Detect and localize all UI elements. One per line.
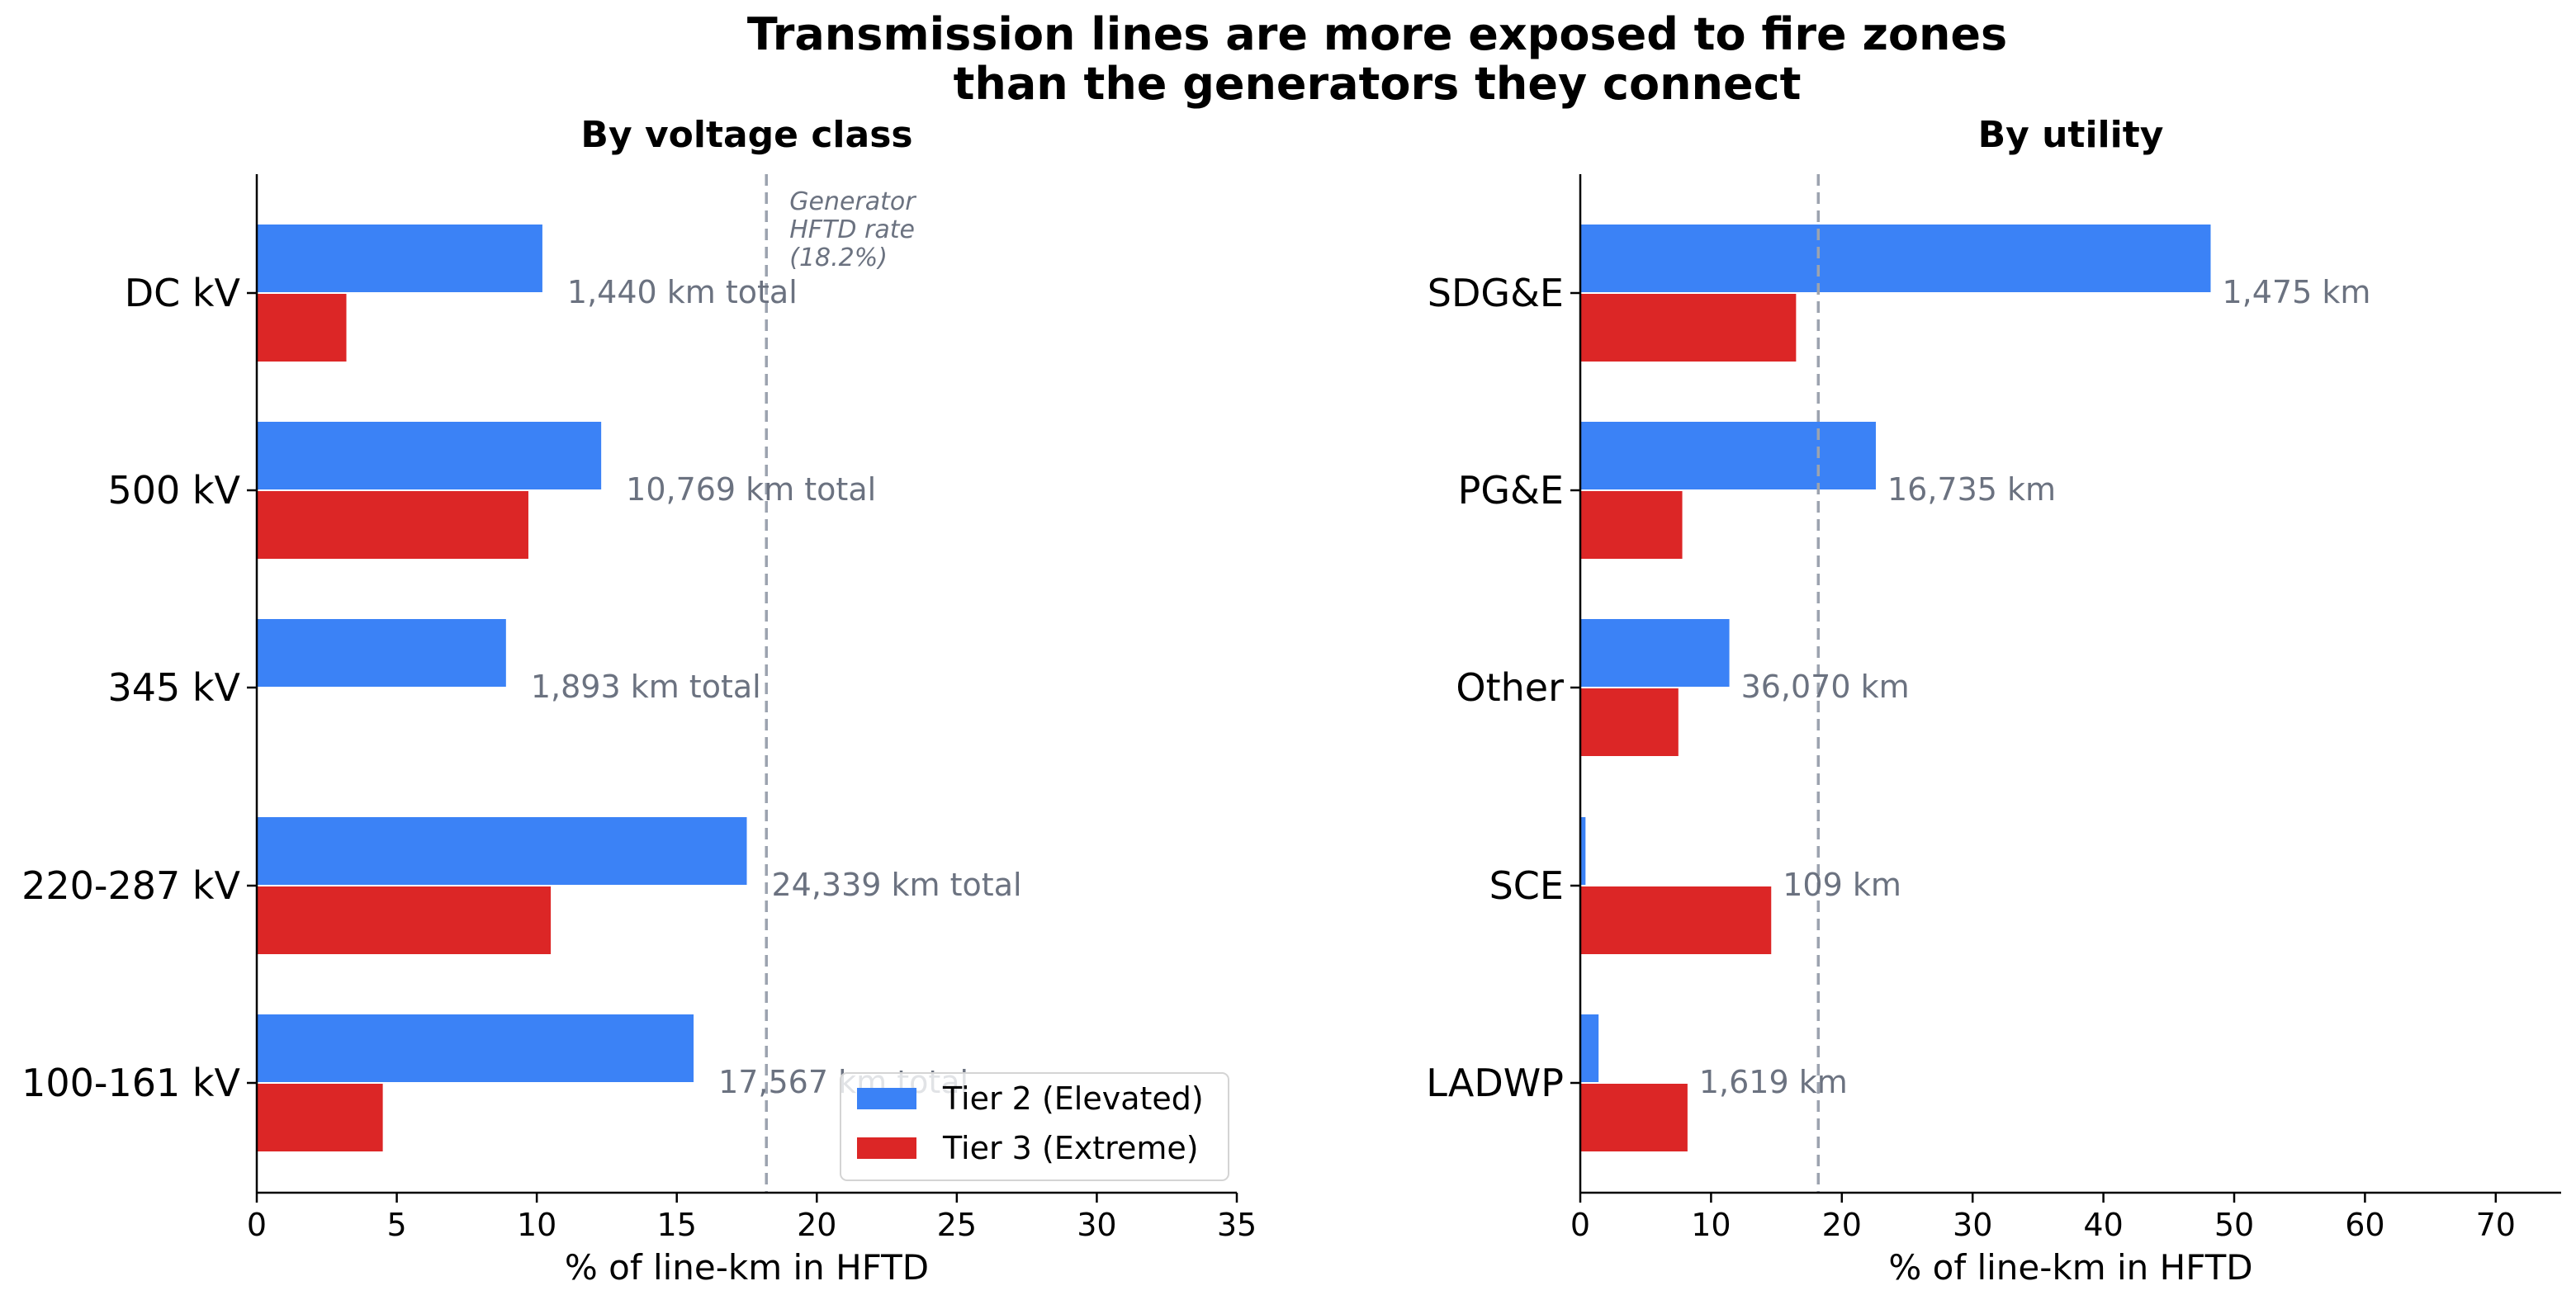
bar-tier-2 (257, 1014, 694, 1082)
x-tick-label: 30 (1953, 1207, 1992, 1243)
bar-tier-2 (1580, 817, 1586, 885)
category-label: 220-287 kV (21, 863, 240, 908)
utility-panel: By utility 1,475 km 16,735 km 36,070 km 109 … (1426, 114, 2561, 1288)
category-label: 500 kV (107, 468, 240, 513)
figure-title-line-1: Transmission lines are more exposed to f… (747, 8, 2007, 60)
category-label: 345 kV (107, 665, 240, 710)
bar-total-annotation: 16,735 km (1887, 471, 2056, 508)
category-label: DC kV (125, 271, 241, 315)
legend: Tier 2 (Elevated) Tier 3 (Extreme) (840, 1072, 1229, 1181)
bar-tier-2 (1580, 225, 2211, 292)
bar-tier-3 (257, 491, 528, 559)
x-tick-label: 50 (2214, 1207, 2254, 1243)
x-tick-label: 10 (1691, 1207, 1731, 1243)
x-tick-label: 15 (657, 1207, 697, 1243)
category-label: PG&E (1458, 468, 1564, 513)
bar-tier-2 (257, 225, 542, 292)
utility-x-axis-label: % of line-km in HFTD (1888, 1247, 2252, 1288)
bar-tier-3 (257, 886, 552, 954)
bar-tier-2 (257, 619, 506, 687)
bar-total-annotation: 1,440 km total (567, 274, 798, 310)
legend-swatch-tier-2 (857, 1088, 916, 1109)
voltage-x-axis-label: % of line-km in HFTD (565, 1247, 929, 1288)
x-tick-label: 10 (517, 1207, 556, 1243)
x-tick-label: 25 (937, 1207, 977, 1243)
bar-total-annotation: 109 km (1783, 867, 1901, 903)
utility-panel-title: By utility (1978, 114, 2164, 156)
generator-rate-note: (18.2%) (789, 243, 888, 272)
generator-rate-note: HFTD rate (789, 215, 915, 244)
bar-tier-2 (1580, 422, 1876, 489)
voltage-panel-title: By voltage class (580, 114, 912, 156)
bar-tier-3 (1580, 1084, 1688, 1151)
category-label: Other (1456, 665, 1564, 710)
bar-tier-3 (1580, 491, 1683, 559)
x-tick-label: 0 (247, 1207, 267, 1243)
bar-total-annotation: 10,769 km total (626, 471, 876, 508)
bar-tier-2 (257, 817, 747, 885)
x-tick-label: 5 (386, 1207, 406, 1243)
bar-total-annotation: 36,070 km (1741, 669, 1910, 705)
category-label: SCE (1489, 863, 1564, 908)
bar-tier-2 (257, 422, 602, 489)
x-tick-label: 60 (2345, 1207, 2384, 1243)
x-tick-label: 40 (2083, 1207, 2123, 1243)
bar-tier-3 (1580, 886, 1772, 954)
x-tick-label: 20 (1822, 1207, 1862, 1243)
bar-tier-3 (1580, 688, 1679, 756)
category-label: LADWP (1426, 1061, 1564, 1105)
legend-swatch-tier-3 (857, 1137, 916, 1159)
bar-total-annotation: 1,893 km total (531, 669, 761, 705)
legend-label-tier-2: Tier 2 (Elevated) (942, 1080, 1204, 1117)
generator-rate-note: Generator (789, 187, 916, 216)
category-label: 100-161 kV (21, 1061, 240, 1105)
category-label: SDG&E (1428, 271, 1564, 315)
x-tick-label: 70 (2476, 1207, 2516, 1243)
figure-title-line-2: than the generators they connect (954, 58, 1802, 110)
bar-tier-2 (1580, 619, 1730, 687)
x-tick-label: 35 (1217, 1207, 1257, 1243)
bar-tier-3 (257, 1084, 383, 1151)
legend-box (840, 1072, 1229, 1181)
bar-tier-3 (1580, 294, 1797, 362)
x-tick-label: 30 (1077, 1207, 1116, 1243)
bar-tier-3 (257, 294, 347, 362)
bar-tier-2 (1580, 1014, 1599, 1082)
bar-total-annotation: 24,339 km total (772, 867, 1022, 903)
bar-total-annotation: 1,619 km (1699, 1064, 1848, 1100)
x-tick-label: 20 (797, 1207, 836, 1243)
bar-total-annotation: 1,475 km (2222, 274, 2370, 310)
legend-label-tier-3: Tier 3 (Extreme) (942, 1130, 1199, 1166)
x-tick-label: 0 (1570, 1207, 1590, 1243)
